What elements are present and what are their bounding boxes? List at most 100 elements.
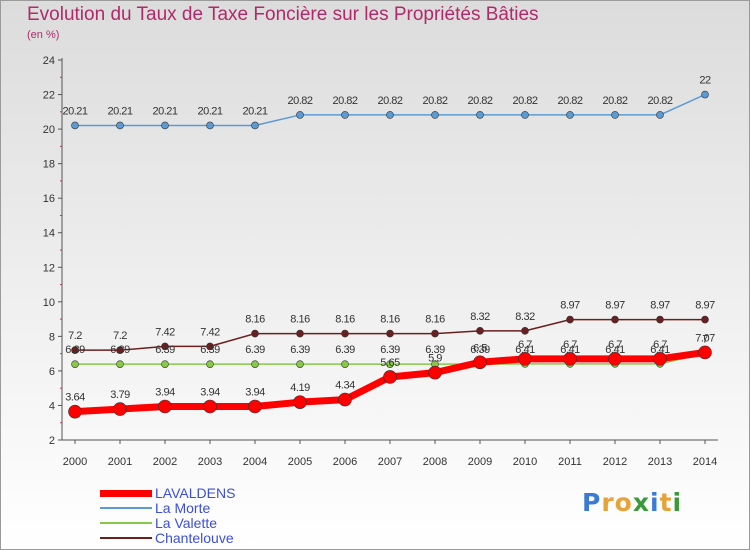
data-label-la-morte: 20.82 [377, 95, 402, 107]
data-label-la-valette: 6.41 [515, 344, 535, 356]
data-label-la-morte: 20.21 [197, 105, 222, 117]
data-label-la-valette: 6.39 [155, 344, 175, 356]
legend-swatch [100, 537, 152, 539]
data-point-la-valette [341, 360, 349, 368]
data-point-chantelouve [251, 329, 259, 338]
y-tick-label: 14 [43, 228, 55, 240]
data-point-la-morte [251, 121, 259, 130]
data-point-chantelouve [611, 315, 619, 324]
data-point-la-morte [656, 111, 664, 119]
data-point-la-valette [296, 360, 304, 368]
y-tick-label: 20 [43, 124, 55, 136]
logo-letter: x [632, 488, 650, 517]
data-label-la-valette: 6.39 [200, 344, 220, 356]
data-point-la-morte [161, 121, 169, 130]
data-point-chantelouve [341, 329, 349, 338]
data-point-la-morte [71, 121, 79, 130]
chart-title: Evolution du Taux de Taxe Foncière sur l… [27, 4, 539, 25]
legend-swatch [100, 522, 152, 524]
data-point-la-morte [611, 111, 619, 119]
data-label-chantelouve: 8.32 [470, 311, 490, 323]
data-point-la-morte [206, 121, 214, 130]
data-point-la-valette [206, 360, 214, 368]
data-label-lavaldens: 6.7 [608, 339, 622, 351]
x-tick-label: 2013 [648, 456, 672, 468]
y-tick-label: 24 [43, 55, 55, 67]
x-tick-label: 2002 [153, 456, 177, 468]
data-label-la-morte: 20.82 [422, 95, 447, 107]
data-point-chantelouve [656, 315, 664, 324]
data-point-la-valette [161, 360, 169, 368]
y-tick-label: 4 [49, 400, 55, 412]
data-label-la-morte: 20.82 [287, 95, 312, 107]
data-label-lavaldens: 6.5 [473, 342, 487, 354]
data-point-la-valette [386, 360, 394, 368]
y-tick-label: 22 [43, 90, 55, 102]
data-point-la-morte [701, 90, 709, 99]
data-label-chantelouve: 8.16 [245, 314, 265, 326]
y-tick-label: 18 [43, 159, 55, 171]
x-tick-label: 2010 [513, 456, 537, 468]
data-label-la-valette: 6.39 [245, 344, 265, 356]
y-tick-label: 8 [49, 331, 55, 343]
data-label-chantelouve: 8.16 [380, 314, 400, 326]
data-point-chantelouve [386, 329, 394, 338]
x-tick-label: 2003 [198, 456, 222, 468]
data-label-la-morte: 20.21 [242, 105, 267, 117]
logo-letter: r [601, 488, 615, 517]
data-point-la-morte [341, 111, 349, 119]
data-point-la-valette [251, 360, 259, 368]
data-point-la-morte [476, 111, 484, 119]
data-label-chantelouve: 8.32 [515, 311, 535, 323]
x-tick-label: 2012 [603, 456, 627, 468]
x-tick-label: 2011 [558, 456, 582, 468]
data-label-lavaldens: 6.7 [563, 339, 577, 351]
data-label-lavaldens: 4.34 [335, 380, 355, 392]
legend-swatch [100, 507, 152, 509]
data-label-lavaldens: 3.79 [110, 389, 130, 401]
y-tick-label: 12 [43, 262, 55, 274]
data-label-la-valette: 6.39 [470, 344, 490, 356]
data-point-lavaldens [428, 365, 442, 380]
data-label-la-valette: 7 [702, 334, 708, 346]
x-tick-label: 2000 [63, 456, 87, 468]
data-point-chantelouve [116, 346, 124, 354]
data-label-lavaldens: 5.65 [380, 357, 400, 369]
data-point-chantelouve [521, 327, 529, 335]
data-label-lavaldens: 7.07 [695, 332, 715, 344]
data-point-lavaldens [293, 395, 307, 409]
logo-letter: t [659, 488, 673, 517]
data-label-la-valette: 6.39 [335, 344, 355, 356]
y-tick-label: 16 [43, 193, 55, 205]
x-tick-label: 2006 [333, 456, 357, 468]
x-tick-label: 2014 [693, 456, 717, 468]
logo-letter: P [582, 488, 602, 517]
data-point-la-morte [566, 111, 574, 119]
data-label-la-morte: 20.82 [467, 95, 492, 107]
y-tick-label: 6 [49, 366, 55, 378]
x-tick-label: 2009 [468, 456, 492, 468]
data-point-lavaldens [518, 352, 532, 366]
data-label-la-morte: 20.21 [62, 105, 87, 117]
data-point-lavaldens [338, 392, 352, 407]
data-point-la-valette [71, 360, 79, 368]
legend-swatch [100, 489, 152, 497]
data-label-la-morte: 20.21 [107, 105, 132, 117]
data-point-lavaldens [203, 399, 217, 414]
logo-letter: i [650, 488, 660, 517]
data-label-lavaldens: 3.64 [65, 392, 85, 404]
data-point-chantelouve [206, 342, 214, 351]
data-point-la-morte [116, 121, 124, 130]
logo-letter: o [614, 488, 633, 517]
data-label-la-morte: 22 [699, 75, 711, 87]
chart-subtitle: (en %) [27, 29, 60, 41]
data-label-la-valette: 6.39 [290, 344, 310, 356]
data-label-chantelouve: 7.2 [68, 330, 82, 342]
data-point-lavaldens [158, 399, 172, 414]
data-label-chantelouve: 8.97 [695, 300, 715, 312]
data-point-la-morte [431, 111, 439, 119]
data-point-la-valette [116, 360, 124, 368]
data-point-chantelouve [566, 315, 574, 324]
data-label-la-morte: 20.21 [152, 105, 177, 117]
